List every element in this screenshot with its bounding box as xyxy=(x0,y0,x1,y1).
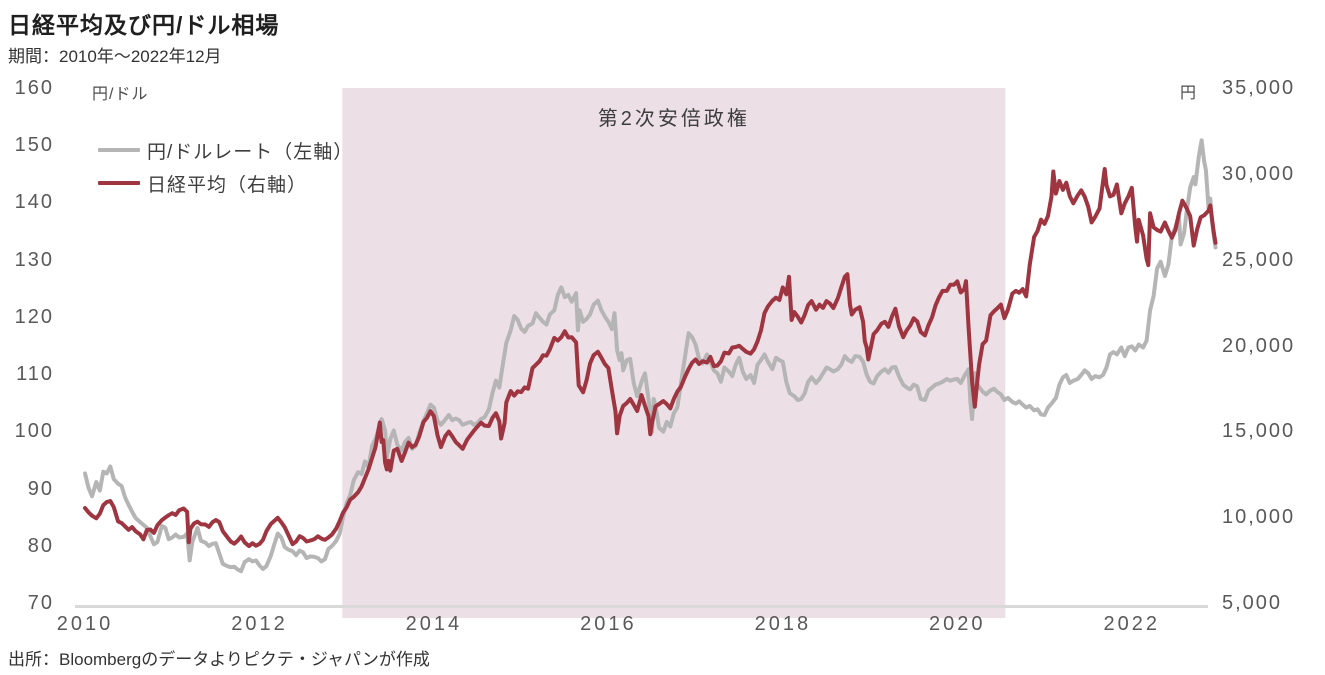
left-axis-tick-label: 150 xyxy=(14,134,54,157)
right-axis-tick-label: 20,000 xyxy=(1222,334,1296,357)
x-axis-tick-label: 2014 xyxy=(405,613,463,635)
right-axis-tick-label: 25,000 xyxy=(1222,248,1296,271)
left-axis-tick-label: 130 xyxy=(14,248,54,271)
legend-label-usdjpy: 円/ドルレート（左軸） xyxy=(147,141,354,163)
left-axis-unit-label: 円/ドル xyxy=(92,86,149,103)
right-axis-tick-label: 15,000 xyxy=(1222,420,1296,443)
left-axis-tick-label: 120 xyxy=(14,305,54,328)
nikkei-line-swatch xyxy=(98,181,140,185)
legend-label-nikkei: 日経平均（右軸） xyxy=(147,174,308,196)
left-axis-tick-label: 140 xyxy=(14,191,54,214)
legend-item-usdjpy: 円/ドルレート（左軸） xyxy=(98,138,354,163)
left-axis-tick-label: 160 xyxy=(14,77,54,99)
left-axis-tick-label: 90 xyxy=(27,477,54,500)
x-axis-tick-label: 2010 xyxy=(56,613,114,635)
left-axis-tick-label: 110 xyxy=(16,363,54,386)
legend: 円/ドルレート（左軸） 日経平均（右軸） xyxy=(98,138,353,204)
left-axis-tick-label: 80 xyxy=(27,534,54,557)
chart-title: 日経平均及び円/ドル相場 xyxy=(8,12,280,38)
x-axis-tick-label: 2018 xyxy=(754,613,812,635)
chart-period-subtitle: 期間：2010年～2022年12月 xyxy=(8,47,222,66)
x-axis-tick-label: 2012 xyxy=(231,613,288,635)
abe-administration-region-label: 第2次安倍政権 xyxy=(597,108,750,130)
abe-region-highlight xyxy=(342,88,1006,618)
source-note: 出所：Bloombergのデータよりピクテ・ジャパンが作成 xyxy=(8,650,430,669)
usdjpy-line-swatch xyxy=(98,148,140,152)
right-axis-tick-label: 30,000 xyxy=(1222,162,1296,185)
right-axis-unit-label: 円 xyxy=(1180,85,1198,102)
right-axis-tick-label: 35,000 xyxy=(1222,77,1296,99)
right-axis-tick-label: 10,000 xyxy=(1222,506,1296,529)
left-axis-tick-label: 70 xyxy=(27,592,54,614)
usdjpy-line xyxy=(83,138,1218,574)
nikkei-line xyxy=(83,167,1218,549)
right-axis-tick-label: 5,000 xyxy=(1222,592,1283,614)
x-axis-tick-label: 2020 xyxy=(929,613,986,635)
legend-item-nikkei: 日経平均（右軸） xyxy=(98,171,353,196)
x-axis-tick-label: 2016 xyxy=(580,613,637,635)
x-axis-tick-label: 2022 xyxy=(1103,613,1161,635)
left-axis-tick-label: 100 xyxy=(14,420,54,443)
